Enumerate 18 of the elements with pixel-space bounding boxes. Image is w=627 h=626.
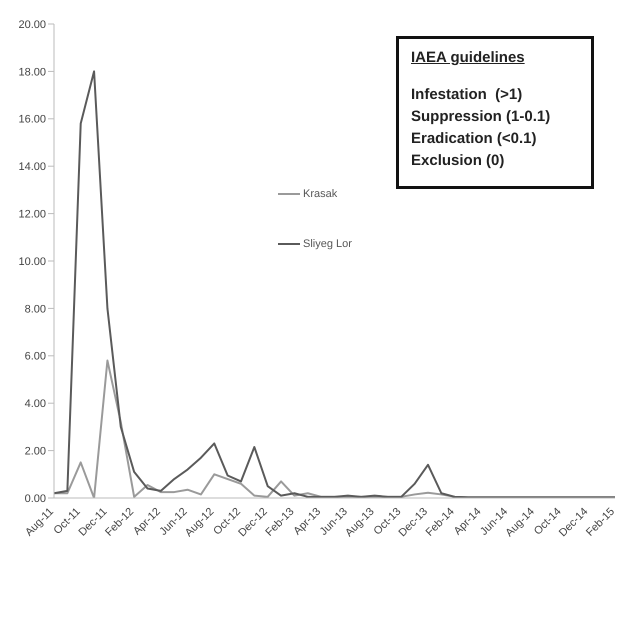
annotation: IAEA guidelines bbox=[411, 49, 526, 66]
y-tick-label: 16.00 bbox=[18, 114, 46, 126]
legend-label: Sliyeg Lor bbox=[303, 238, 352, 250]
y-tick-label: 18.00 bbox=[18, 66, 46, 78]
y-tick-label: 14.00 bbox=[18, 161, 46, 174]
y-tick-label: 2.00 bbox=[24, 446, 46, 458]
annotation: Suppression (1-0.1) bbox=[411, 107, 552, 127]
y-tick-label: 12.00 bbox=[18, 208, 46, 221]
annotation: Exclusion (0) bbox=[411, 151, 506, 171]
annotation: Eradication (<0.1) bbox=[411, 129, 538, 149]
y-tick-label: 10.00 bbox=[18, 256, 46, 268]
legend-label: Krasak bbox=[303, 188, 338, 200]
y-tick-label: 6.00 bbox=[24, 350, 46, 363]
y-tick-label: 0.00 bbox=[24, 492, 46, 505]
y-tick-label: 8.00 bbox=[24, 303, 46, 316]
annotation: Infestation (>1) bbox=[411, 85, 524, 105]
y-tick-label: 20.00 bbox=[18, 18, 46, 31]
y-tick-label: 4.00 bbox=[24, 398, 46, 410]
